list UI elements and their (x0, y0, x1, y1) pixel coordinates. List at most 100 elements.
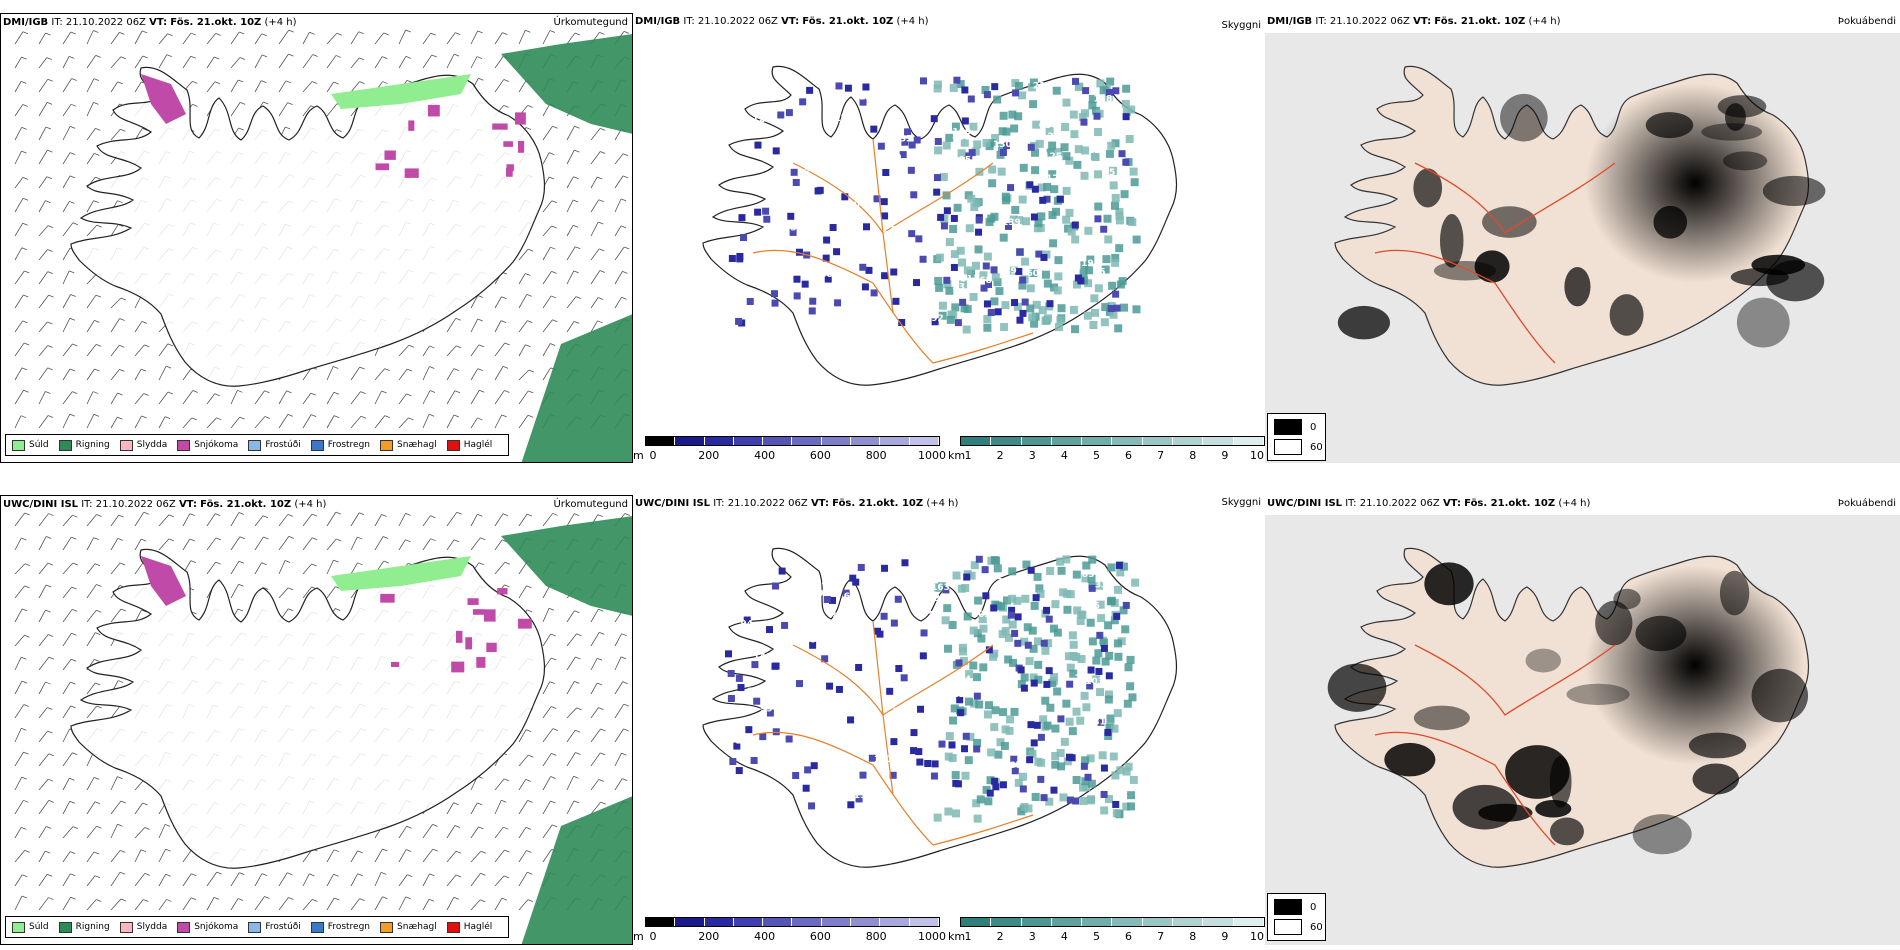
wind-barb (302, 414, 312, 429)
wind-barb (254, 515, 264, 527)
wind-barb-flag (48, 800, 54, 803)
wind-barb-flag (261, 873, 268, 876)
visibility-cell (1069, 110, 1078, 119)
wind-barb (14, 704, 25, 719)
wind-barb-flag (117, 200, 123, 204)
legend-swatch (446, 921, 460, 933)
ceiling-cell (953, 76, 961, 84)
wind-barb (518, 729, 527, 743)
visibility-cell (1033, 572, 1042, 581)
wind-barb-flag (48, 294, 54, 298)
colorbar-tick-label: 400 (754, 930, 776, 943)
ceiling-value-label: 13 (854, 791, 867, 801)
wind-barb-flag (165, 365, 172, 369)
wind-barb (470, 368, 479, 381)
visibility-cell (1088, 94, 1097, 103)
fog-patch (1413, 705, 1470, 731)
visibility-cell (1008, 620, 1017, 629)
wind-barb-flag (576, 633, 582, 637)
visibility-colorbar-top: km 1 2 3 4 5 6 7 8 9 10 (948, 436, 1265, 464)
wind-barb-flag (24, 270, 30, 274)
ceiling-cell (994, 308, 1002, 316)
wind-barb (86, 391, 94, 405)
visibility-cell (1041, 270, 1050, 279)
wind-barb (62, 175, 71, 189)
visibility-cell (1132, 235, 1141, 244)
visibility-cell (933, 583, 942, 592)
wind-barb-flag (166, 899, 172, 902)
visibility-cell (1057, 304, 1066, 313)
ceiling-cell (913, 279, 921, 287)
wind-barb (86, 128, 96, 141)
wind-barb (542, 343, 551, 357)
wind-barb-flag (528, 390, 534, 394)
visibility-cell (1079, 269, 1088, 278)
wind-barb (158, 514, 170, 527)
wind-barb-flag (551, 753, 557, 756)
ceiling-value-label: 119 (1075, 259, 1094, 269)
wind-barb-flag (21, 126, 27, 130)
visibility-cell (984, 797, 993, 806)
visibility-cell (1045, 797, 1054, 806)
wind-barb-flag (119, 369, 125, 372)
ceiling-value-label: 93 (798, 168, 811, 178)
visibility-cell (939, 173, 948, 182)
visibility-cell (1018, 91, 1027, 100)
wind-barb-flag (480, 537, 486, 541)
wind-barb (446, 851, 457, 863)
visibility-cell (1025, 657, 1034, 666)
precip-legend: Súld Rigning Slydda Snjókoma Frostúði Frostre… (5, 916, 510, 938)
ceiling-cell (931, 318, 939, 326)
wind-barb (182, 513, 191, 527)
wind-barb (494, 390, 505, 405)
wind-barb (230, 390, 238, 405)
ceiling-value-label: 103 (1085, 677, 1104, 687)
wind-barb-flag (549, 152, 555, 155)
wind-barb-flag (93, 413, 100, 417)
ceiling-cell (984, 281, 992, 289)
legend-item: Snæhagl (380, 921, 437, 933)
wind-barb-flag (191, 417, 197, 421)
visibility-cell (1077, 655, 1086, 664)
wind-barb (86, 30, 94, 45)
wind-barb (422, 538, 431, 551)
wind-barb-flag (93, 78, 100, 82)
wind-barb-flag (500, 320, 507, 323)
visibility-cell (948, 621, 957, 630)
ceiling-value-label: 143 (753, 652, 772, 662)
visibility-cell (1096, 79, 1105, 88)
road-network (752, 620, 1034, 846)
wind-barb-flag (24, 849, 30, 853)
wind-barb (302, 537, 313, 551)
wind-barb (38, 730, 48, 743)
wind-barb (542, 513, 553, 527)
ceiling-value-label: 36 (1087, 601, 1100, 611)
wind-barb (86, 273, 98, 285)
wind-barb (86, 514, 97, 527)
visibility-cell (1069, 652, 1078, 661)
colorbar-tick-label: 6 (1125, 930, 1133, 943)
legend-swatch (119, 921, 133, 933)
fog-patch (1762, 175, 1826, 207)
wind-barb-flag (333, 81, 339, 85)
wind-barb-flag (45, 850, 51, 854)
visibility-cell (972, 799, 981, 808)
visibility-cell (935, 253, 944, 262)
wind-barb-flag (504, 849, 510, 853)
wind-barb (38, 78, 49, 93)
visibility-cell (1084, 226, 1093, 235)
ceiling-value-label: 79 (1025, 728, 1038, 738)
ceiling-value-label: 294 (913, 607, 932, 617)
wind-barb (62, 826, 74, 839)
wind-barb (62, 78, 72, 93)
fog-patch (1474, 250, 1510, 283)
visibility-cell (1028, 626, 1037, 635)
snow-cell (455, 630, 463, 643)
ceiling-cell (751, 661, 759, 669)
visibility-cell (987, 748, 996, 757)
legend-label: Snjókoma (194, 922, 239, 932)
visibility-cell (1081, 109, 1090, 118)
wind-barb-flag (620, 656, 627, 660)
wind-barb-flag (432, 848, 438, 852)
wind-barb-flag (23, 799, 29, 803)
